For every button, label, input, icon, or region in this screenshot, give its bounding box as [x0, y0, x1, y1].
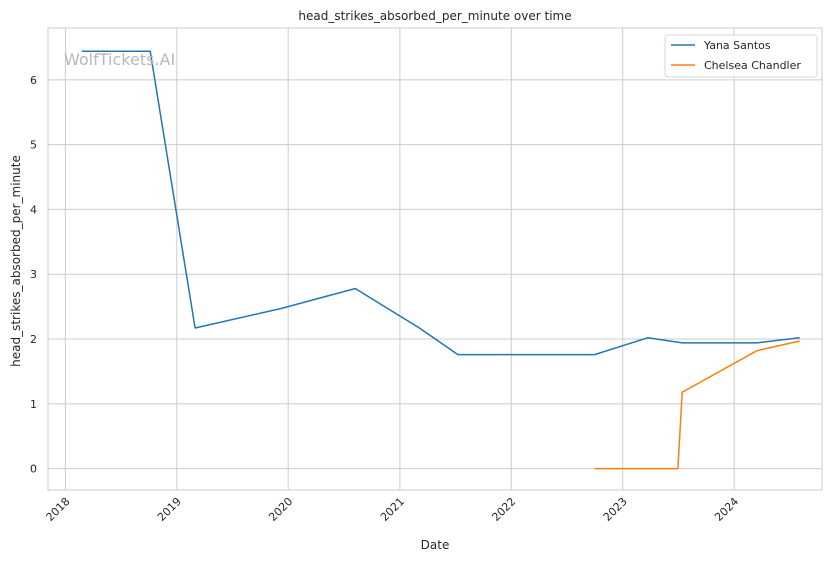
ticks: 0 1 2 3 4 5 6 2018 2019 2020 2021 2022 2023 2024	[30, 74, 741, 524]
legend-box	[664, 34, 818, 78]
y-tick-label: 6	[30, 74, 37, 87]
series-line	[81, 50, 800, 356]
x-tick-label: 2018	[44, 495, 73, 524]
chart-title: head_strikes_absorbed_per_minute over ti…	[298, 9, 571, 23]
legend: Yana Santos Chelsea Chandler	[664, 34, 818, 78]
plot-border	[47, 27, 823, 491]
legend-entry: Chelsea Chandler	[704, 59, 801, 72]
plot-frame	[47, 27, 823, 491]
watermark: WolfTickets.AI	[64, 50, 175, 69]
y-tick-label: 4	[30, 203, 37, 216]
y-tick-label: 2	[30, 333, 37, 346]
x-tick-label: 2024	[712, 495, 741, 524]
x-tick-label: 2021	[378, 495, 407, 524]
y-tick-label: 5	[30, 139, 37, 152]
y-tick-label: 1	[30, 398, 37, 411]
x-tick-label: 2020	[266, 495, 295, 524]
series-layer	[81, 50, 800, 470]
y-tick-label: 3	[30, 268, 37, 281]
x-axis-label: Date	[421, 538, 450, 552]
y-tick-label: 0	[30, 463, 37, 476]
grid	[48, 28, 822, 490]
x-tick-label: 2023	[601, 495, 630, 524]
x-tick-label: 2019	[155, 495, 184, 524]
series-line	[594, 340, 800, 470]
x-tick-label: 2022	[489, 495, 518, 524]
y-axis-label: head_strikes_absorbed_per_minute	[9, 155, 23, 367]
legend-entry: Yana Santos	[703, 39, 771, 52]
